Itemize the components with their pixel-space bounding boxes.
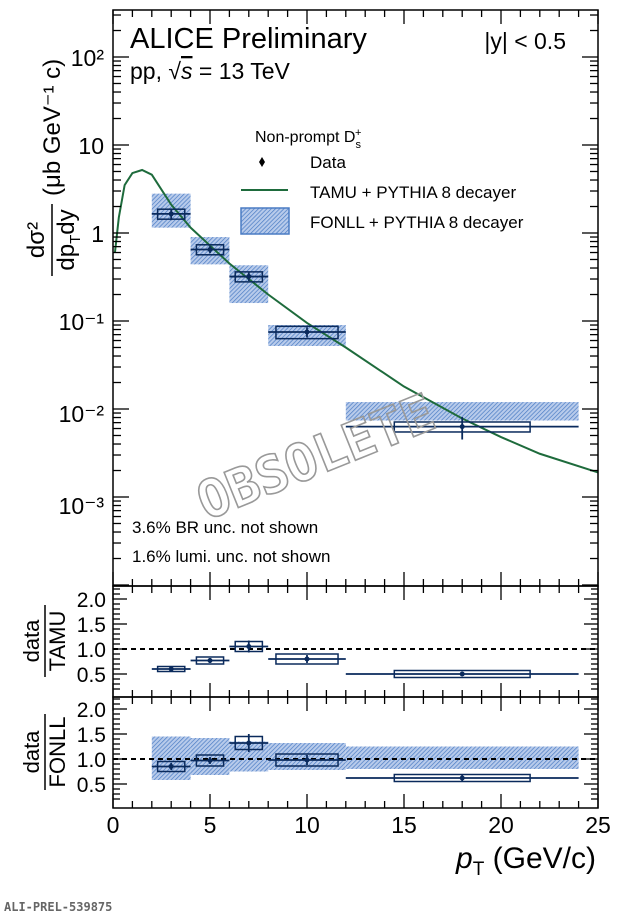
ratio-denominator: TAMU [45, 611, 70, 672]
y-tick-label: 10⁻¹ [59, 309, 105, 335]
ratio-tamu-title: data TAMU [19, 605, 70, 677]
ratio-tamu-point-marker [207, 658, 213, 663]
ratio-numerator: data [19, 730, 44, 774]
obsolete-watermark: OBSOLETE [189, 383, 444, 532]
fonll-ratio-band [345, 746, 579, 769]
ratio-tick-label: 1.5 [77, 614, 106, 637]
legend-title: Non-prompt Ds+ [255, 127, 361, 151]
system-label: pp, √s = 13 TeV [130, 58, 291, 84]
y-tick-label: 10 [78, 133, 104, 159]
ratio-tick-label: 2.0 [77, 589, 106, 612]
legend-data-marker-icon [259, 157, 265, 167]
y-title-denominator: dpTdy [53, 209, 84, 270]
x-tick-label: 20 [488, 812, 514, 838]
experiment-label: ALICE Preliminary [130, 23, 367, 55]
legend-data-label: Data [310, 153, 346, 172]
top-panel-frame [112, 9, 599, 587]
ratio-tamu-point-marker [168, 666, 174, 672]
ratio-numerator: data [19, 619, 44, 663]
ratio-tick-labels: 2.01.51.00.52.01.51.00.5 [77, 589, 106, 797]
ratio-fonll-point-marker [459, 775, 465, 781]
ratio-fonll-point-marker [246, 740, 252, 746]
y-tick-labels-top: 10² 10 1 10⁻¹ 10⁻² 10⁻³ [59, 45, 105, 519]
ratio-tick-label: 1.0 [77, 749, 106, 772]
x-tick-label: 5 [204, 812, 217, 838]
ratio-tamu-frame [112, 585, 599, 698]
ratio-fonll-title: data FONLL [19, 714, 70, 790]
y-tick-label: 1 [91, 221, 104, 247]
ratio-tick-label: 2.0 [77, 699, 106, 722]
y-title-numerator: dσ² [23, 222, 50, 258]
ratio-tick-label: 0.5 [77, 664, 106, 687]
ratio-tamu-point-marker [246, 644, 252, 649]
fonll-band [229, 265, 269, 304]
data-point-marker [168, 211, 174, 217]
ratio-tick-label: 1.5 [77, 724, 106, 747]
y-title-unit: (μb GeV⁻¹ c) [39, 59, 66, 196]
data-points [113, 208, 598, 783]
data-point-marker [459, 424, 465, 430]
x-tick-label: 25 [585, 812, 611, 838]
data-point-marker [304, 329, 310, 335]
axis-ticks [112, 10, 599, 808]
x-tick-label: 0 [107, 812, 120, 838]
ratio-tick-label: 1.0 [77, 639, 106, 662]
lumi-note: 1.6% lumi. unc. not shown [132, 547, 330, 566]
ratio-fonll-point-marker [168, 764, 174, 769]
x-axis-title: pT (GeV/c) [455, 842, 596, 880]
y-axis-title-top: dσ² dpTdy (μb GeV⁻¹ c) [23, 59, 84, 276]
br-note: 3.6% BR unc. not shown [132, 518, 318, 537]
y-tick-label: 10² [71, 45, 105, 71]
legend-tamu-label: TAMU + PYTHIA 8 decayer [310, 183, 516, 202]
legend-fonll-box-icon [240, 207, 290, 235]
legend-fonll-label: FONLL + PYTHIA 8 decayer [310, 213, 524, 232]
ratio-tamu-point-marker [459, 671, 465, 677]
ratio-denominator: FONLL [45, 717, 70, 788]
y-tick-label: 10⁻³ [59, 493, 105, 519]
fonll-band [345, 402, 579, 421]
ratio-tamu-point-marker [304, 656, 310, 662]
x-tick-labels: 0 5 10 15 20 25 [107, 812, 611, 838]
data-point-marker [207, 246, 213, 252]
ratio-fonll-point-marker [304, 757, 310, 763]
ratio-fonll-frame [112, 696, 599, 809]
data-point-marker [246, 274, 252, 280]
ratio-fonll-point-marker [207, 758, 213, 763]
x-tick-label: 15 [391, 812, 417, 838]
rapidity-label: |y| < 0.5 [484, 28, 566, 54]
x-tick-label: 10 [294, 812, 320, 838]
figure-id: ALI-PREL-539875 [4, 900, 112, 914]
y-tick-label: 10⁻² [59, 401, 105, 427]
ratio-tick-label: 0.5 [77, 774, 106, 797]
